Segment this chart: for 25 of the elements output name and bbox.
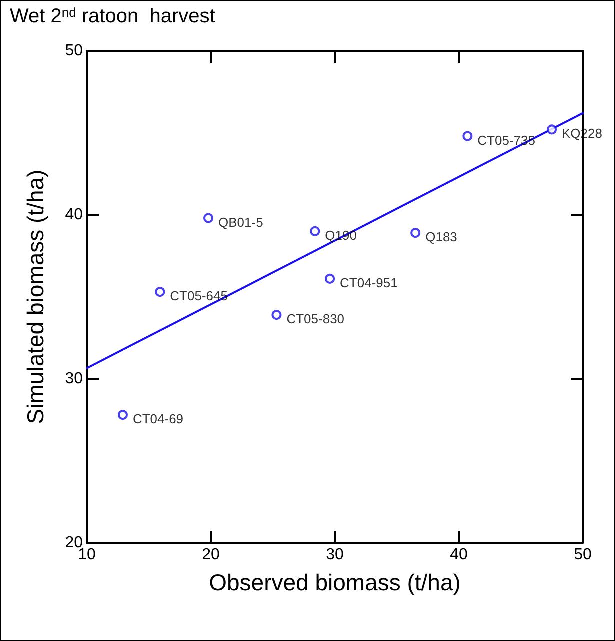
annotation: CT05-830 — [286, 312, 345, 327]
x-axis-title: Observed biomass (t/ha) — [209, 570, 461, 596]
x-tick-label: 30 — [326, 546, 344, 564]
y-tick-label: 50 — [65, 42, 84, 60]
annotation: CT04-951 — [340, 275, 398, 290]
point — [462, 131, 473, 142]
point — [118, 410, 128, 420]
annotation: CT04-69 — [132, 412, 184, 427]
annotation: CT05-645 — [170, 288, 228, 304]
annotation: Q183 — [426, 230, 458, 245]
point — [204, 213, 214, 224]
y-axis-title: Simulated biomass (t/ha) — [22, 170, 48, 424]
point — [325, 274, 336, 284]
point — [547, 124, 557, 135]
x-tick-label: 10 — [78, 546, 96, 564]
annotation: QB01-5 — [218, 214, 264, 230]
point — [155, 287, 166, 298]
x-tick-label: 40 — [450, 546, 468, 564]
point — [410, 228, 421, 238]
x-tick-label: 50 — [574, 546, 592, 564]
point — [310, 226, 320, 236]
y-tick-label: 40 — [65, 206, 84, 224]
y-tick-label: 30 — [65, 370, 84, 388]
point — [272, 310, 282, 320]
x-tick-label: 20 — [202, 546, 220, 564]
